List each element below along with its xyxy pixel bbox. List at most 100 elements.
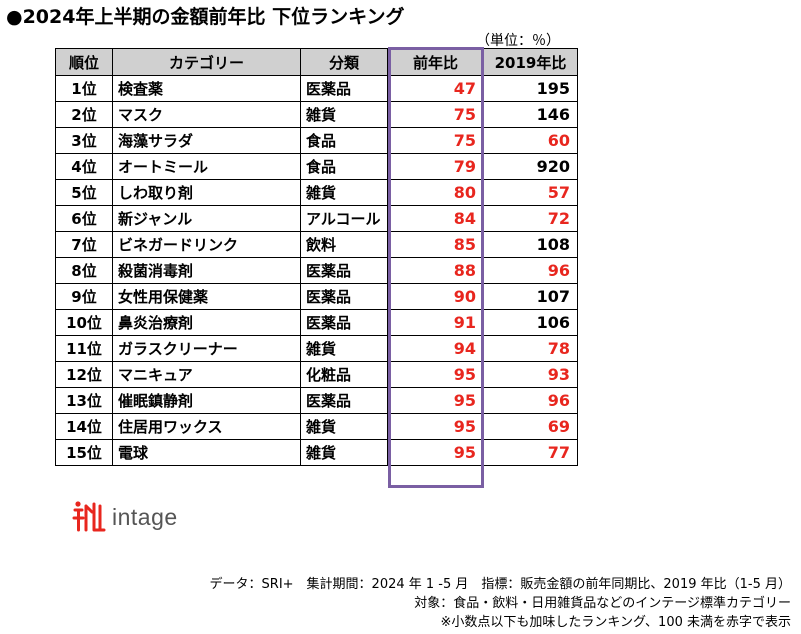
yoy-cell: 80 xyxy=(387,179,484,206)
vs2019-cell: 146 xyxy=(483,101,578,128)
class-cell: 食品 xyxy=(300,153,388,180)
yoy-cell: 75 xyxy=(387,101,484,128)
table-row: 14位 住居用ワックス 雑貨 95 69 xyxy=(55,413,578,440)
category-cell: 催眠鎮静剤 xyxy=(112,387,301,414)
rank-cell: 3位 xyxy=(55,127,113,154)
class-cell: 飲料 xyxy=(300,231,388,258)
vs2019-cell: 93 xyxy=(483,361,578,388)
footnote-data: データ：SRI+ 集計期間：2024 年 1 -5 月 指標：販売金額の前年同期… xyxy=(209,577,791,592)
vs2019-cell: 106 xyxy=(483,309,578,336)
intage-logo-icon xyxy=(72,501,106,532)
category-cell: 殺菌消毒剤 xyxy=(112,257,301,284)
logo-text: intage xyxy=(112,503,178,530)
class-cell: 食品 xyxy=(300,127,388,154)
table-row: 4位 オートミール 食品 79 920 xyxy=(55,153,578,180)
table-row: 8位 殺菌消毒剤 医薬品 88 96 xyxy=(55,257,578,284)
yoy-cell: 95 xyxy=(387,387,484,414)
vs2019-cell: 195 xyxy=(483,75,578,102)
yoy-cell: 95 xyxy=(387,439,484,466)
category-cell: 女性用保健薬 xyxy=(112,283,301,310)
category-cell: ガラスクリーナー xyxy=(112,335,301,362)
table-row: 10位 鼻炎治療剤 医薬品 91 106 xyxy=(55,309,578,336)
class-cell: 雑貨 xyxy=(300,101,388,128)
class-cell: 医薬品 xyxy=(300,309,388,336)
yoy-cell: 95 xyxy=(387,361,484,388)
class-cell: 医薬品 xyxy=(300,75,388,102)
class-cell: 化粧品 xyxy=(300,361,388,388)
table-row: 13位 催眠鎮静剤 医薬品 95 96 xyxy=(55,387,578,414)
footnote-target: 対象：食品・飲料・日用雑貨品などのインテージ標準カテゴリー xyxy=(414,596,791,611)
vs2019-cell: 96 xyxy=(483,257,578,284)
category-cell: 鼻炎治療剤 xyxy=(112,309,301,336)
rank-cell: 7位 xyxy=(55,231,113,258)
column-header-class: 分類 xyxy=(300,48,388,76)
yoy-cell: 85 xyxy=(387,231,484,258)
table-header-row: 順位 カテゴリー 分類 前年比 2019年比 xyxy=(55,48,578,76)
yoy-cell: 90 xyxy=(387,283,484,310)
rank-cell: 12位 xyxy=(55,361,113,388)
rank-cell: 14位 xyxy=(55,413,113,440)
rank-cell: 13位 xyxy=(55,387,113,414)
vs2019-cell: 72 xyxy=(483,205,578,232)
yoy-cell: 91 xyxy=(387,309,484,336)
category-cell: マニキュア xyxy=(112,361,301,388)
category-cell: 新ジャンル xyxy=(112,205,301,232)
class-cell: 雑貨 xyxy=(300,335,388,362)
rank-cell: 9位 xyxy=(55,283,113,310)
vs2019-cell: 57 xyxy=(483,179,578,206)
table-row: 12位 マニキュア 化粧品 95 93 xyxy=(55,361,578,388)
rank-cell: 1位 xyxy=(55,75,113,102)
column-header-rank: 順位 xyxy=(55,48,113,76)
table-row: 7位 ビネガードリンク 飲料 85 108 xyxy=(55,231,578,258)
column-header-vs2019: 2019年比 xyxy=(483,48,578,76)
table-row: 15位 電球 雑貨 95 77 xyxy=(55,439,578,466)
category-cell: マスク xyxy=(112,101,301,128)
ranking-table: 順位 カテゴリー 分類 前年比 2019年比 1位 検査薬 医薬品 47 195 2位 マス… xyxy=(55,48,578,466)
vs2019-cell: 78 xyxy=(483,335,578,362)
yoy-cell: 79 xyxy=(387,153,484,180)
rank-cell: 11位 xyxy=(55,335,113,362)
class-cell: 雑貨 xyxy=(300,439,388,466)
class-cell: 医薬品 xyxy=(300,387,388,414)
category-cell: 住居用ワックス xyxy=(112,413,301,440)
category-cell: 海藻サラダ xyxy=(112,127,301,154)
class-cell: 医薬品 xyxy=(300,283,388,310)
yoy-cell: 75 xyxy=(387,127,484,154)
table-row: 6位 新ジャンル アルコール 84 72 xyxy=(55,205,578,232)
table-row: 11位 ガラスクリーナー 雑貨 94 78 xyxy=(55,335,578,362)
rank-cell: 2位 xyxy=(55,101,113,128)
category-cell: オートミール xyxy=(112,153,301,180)
vs2019-cell: 96 xyxy=(483,387,578,414)
class-cell: アルコール xyxy=(300,205,388,232)
rank-cell: 4位 xyxy=(55,153,113,180)
footnote-remark: ※小数点以下も加味したランキング、100 未満を赤字で表示 xyxy=(440,615,791,630)
category-cell: 電球 xyxy=(112,439,301,466)
category-cell: ビネガードリンク xyxy=(112,231,301,258)
rank-cell: 8位 xyxy=(55,257,113,284)
intage-logo: intage xyxy=(72,500,178,534)
yoy-cell: 84 xyxy=(387,205,484,232)
page-title: ●2024年上半期の金額前年比 下位ランキング xyxy=(6,6,405,28)
vs2019-cell: 107 xyxy=(483,283,578,310)
category-cell: 検査薬 xyxy=(112,75,301,102)
yoy-cell: 95 xyxy=(387,413,484,440)
column-header-category: カテゴリー xyxy=(112,48,301,76)
table-row: 3位 海藻サラダ 食品 75 60 xyxy=(55,127,578,154)
table-row: 9位 女性用保健薬 医薬品 90 107 xyxy=(55,283,578,310)
vs2019-cell: 920 xyxy=(483,153,578,180)
yoy-cell: 47 xyxy=(387,75,484,102)
yoy-cell: 88 xyxy=(387,257,484,284)
class-cell: 医薬品 xyxy=(300,257,388,284)
table-row: 2位 マスク 雑貨 75 146 xyxy=(55,101,578,128)
class-cell: 雑貨 xyxy=(300,413,388,440)
vs2019-cell: 60 xyxy=(483,127,578,154)
rank-cell: 10位 xyxy=(55,309,113,336)
vs2019-cell: 108 xyxy=(483,231,578,258)
unit-label: （単位：％） xyxy=(476,33,560,49)
class-cell: 雑貨 xyxy=(300,179,388,206)
table-row: 5位 しわ取り剤 雑貨 80 57 xyxy=(55,179,578,206)
yoy-cell: 94 xyxy=(387,335,484,362)
rank-cell: 6位 xyxy=(55,205,113,232)
table-row: 1位 検査薬 医薬品 47 195 xyxy=(55,75,578,102)
vs2019-cell: 69 xyxy=(483,413,578,440)
